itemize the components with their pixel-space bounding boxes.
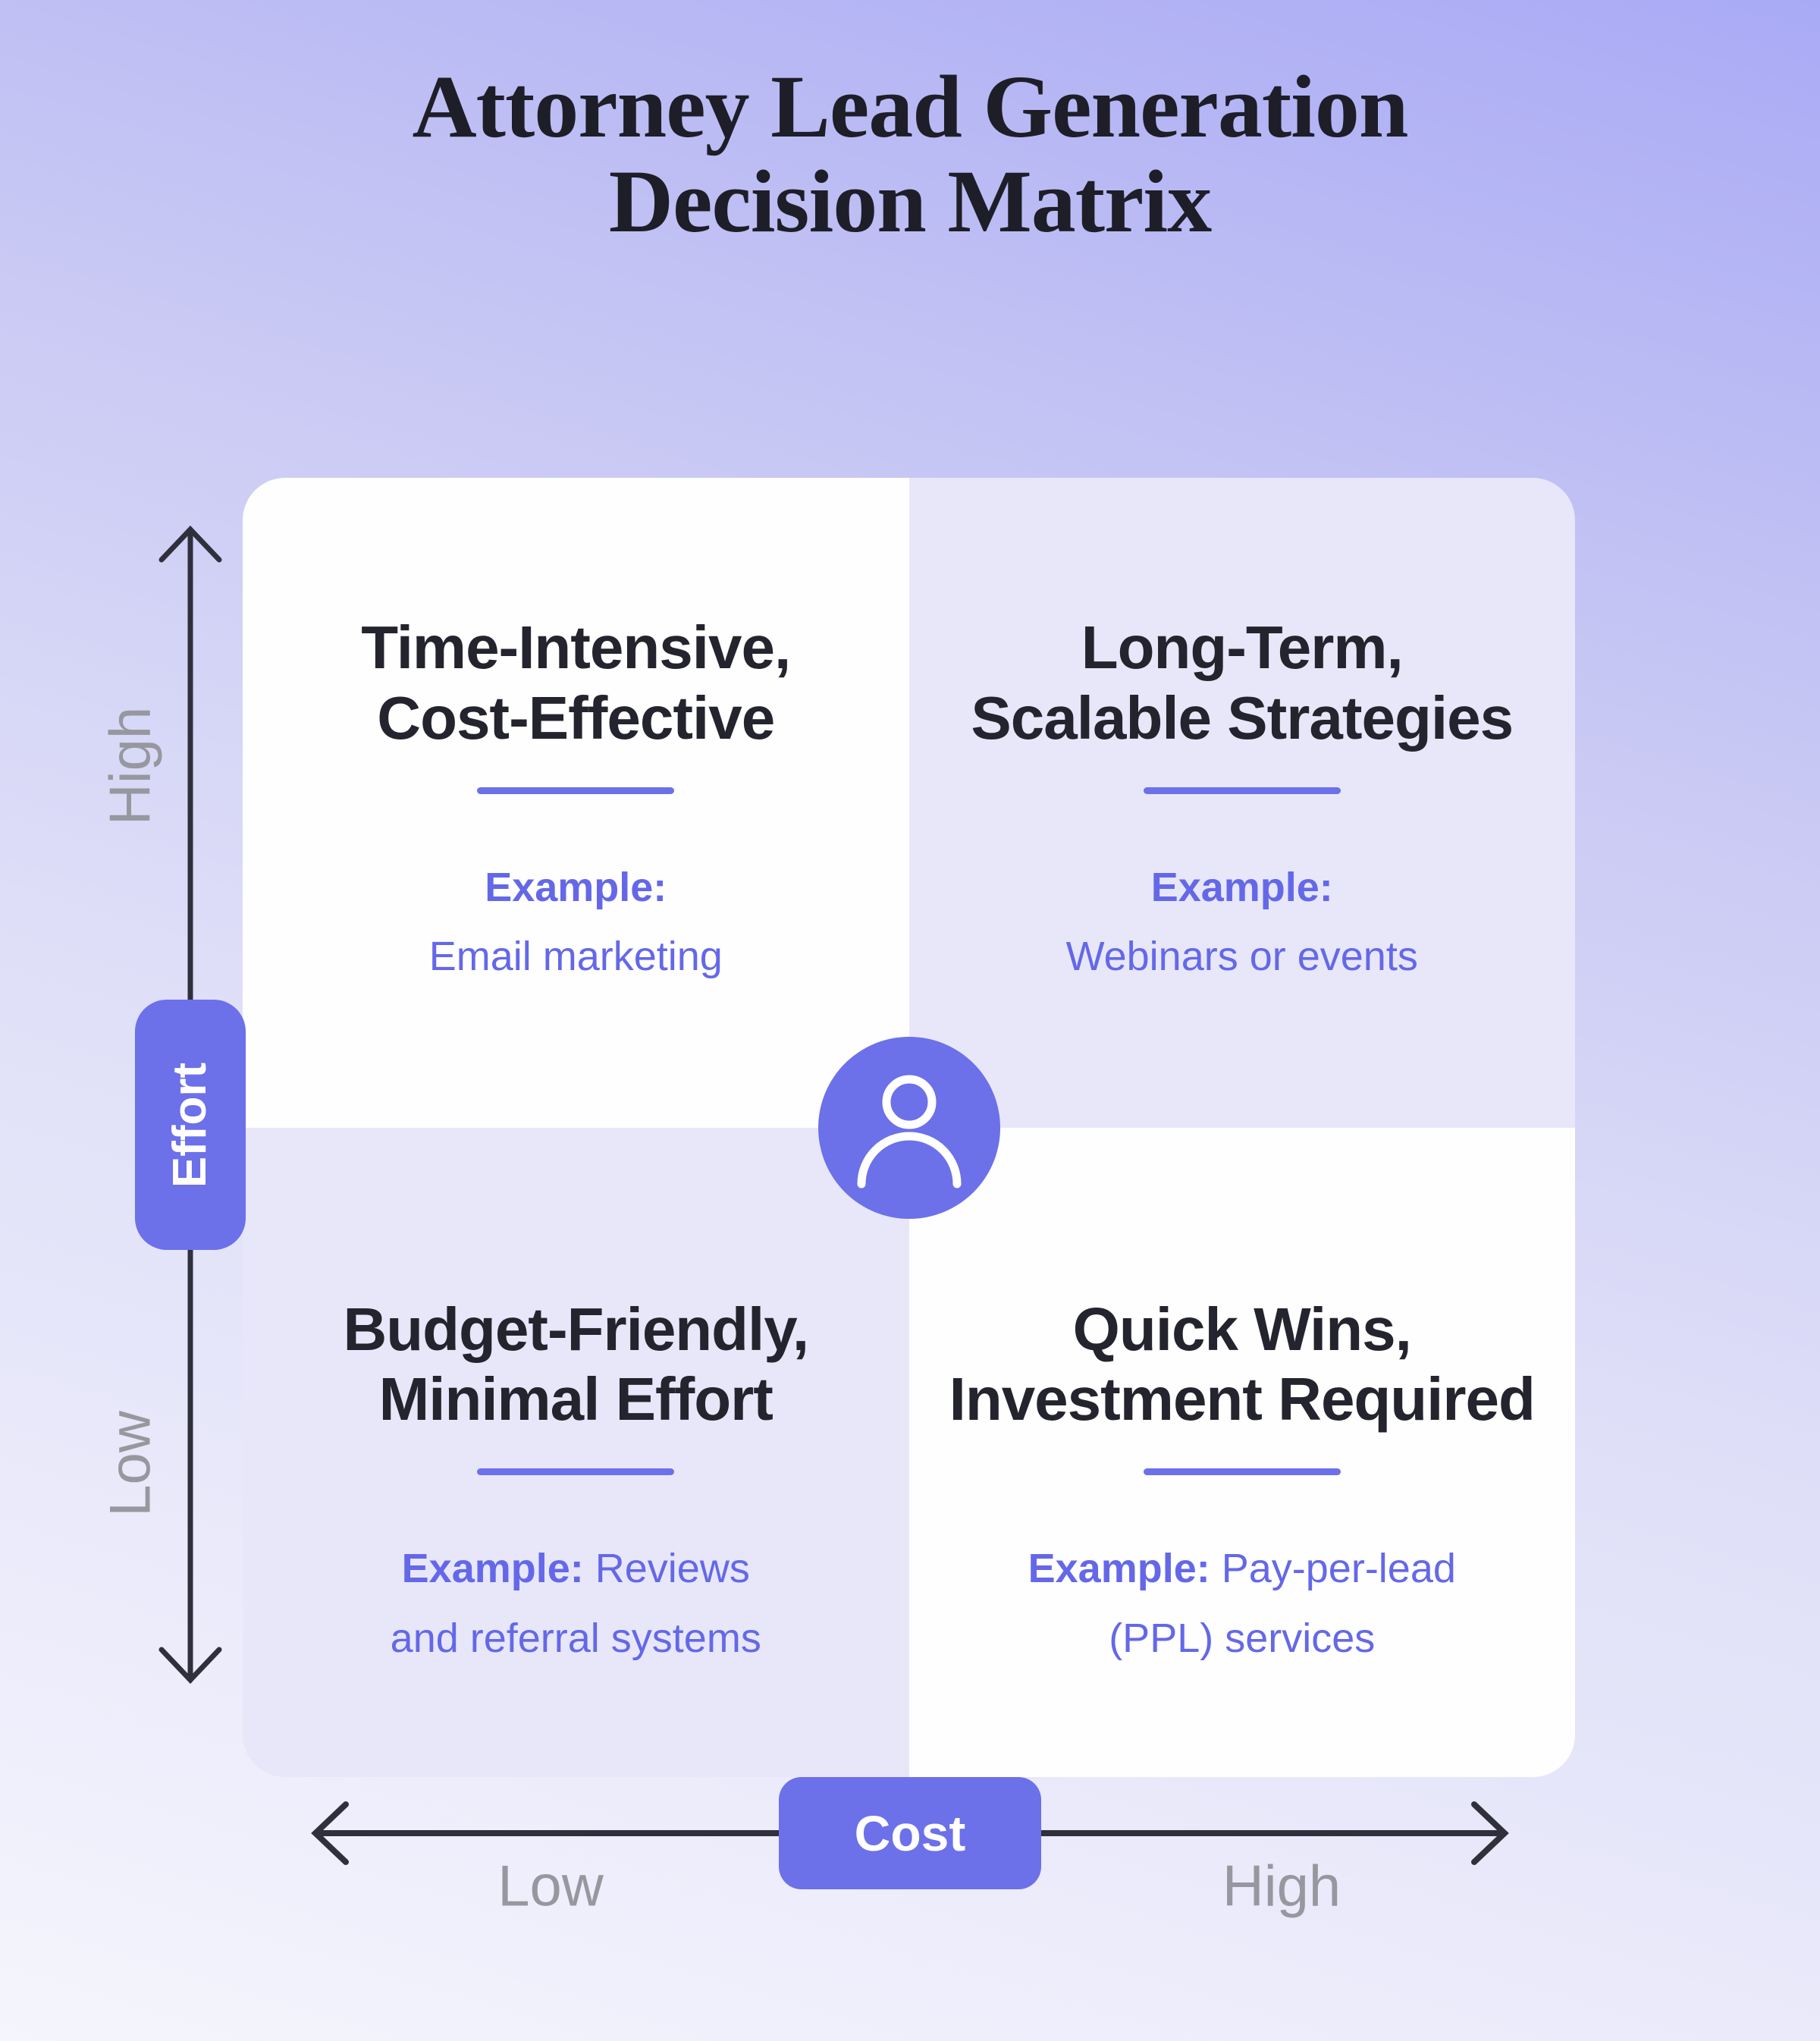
example-text: Pay-per-lead (PPL) services bbox=[1109, 1546, 1456, 1661]
quadrant-divider bbox=[477, 787, 675, 794]
matrix-card: Time-Intensive, Cost-Effective Example: … bbox=[243, 478, 1575, 1777]
center-person-badge bbox=[817, 1036, 1000, 1219]
example-label: Example: bbox=[401, 1546, 584, 1592]
cost-high-label: High bbox=[1222, 1854, 1341, 1919]
cost-axis-badge: Cost bbox=[779, 1777, 1041, 1889]
effort-axis-badge: Effort bbox=[135, 1000, 246, 1250]
quadrant-example: Example: Reviews and referral systems bbox=[363, 1534, 788, 1674]
quadrant-title: Long-Term, Scalable Strategies bbox=[971, 614, 1514, 752]
page-title-line1: Attorney Lead Generation bbox=[412, 57, 1408, 156]
quadrant-title: Time-Intensive, Cost-Effective bbox=[361, 614, 791, 752]
quadrant-top-right: Long-Term, Scalable Strategies Example: … bbox=[908, 478, 1575, 1128]
quadrant-divider bbox=[1143, 787, 1341, 794]
example-label: Example: bbox=[1028, 1546, 1210, 1592]
quadrant-bottom-right: Quick Wins, Investment Required Example:… bbox=[908, 1127, 1575, 1777]
quadrant-divider bbox=[1143, 1468, 1341, 1476]
example-label: Example: bbox=[1150, 864, 1333, 910]
example-text: Webinars or events bbox=[1065, 934, 1418, 980]
quadrant-top-left: Time-Intensive, Cost-Effective Example: … bbox=[243, 478, 909, 1128]
example-text: Reviews and referral systems bbox=[390, 1546, 761, 1661]
example-text: Email marketing bbox=[428, 934, 723, 980]
quadrant-bottom-left: Budget-Friendly, Minimal Effort Example:… bbox=[243, 1127, 909, 1777]
quadrant-example: Example: Webinars or events bbox=[1066, 853, 1418, 993]
example-label: Example: bbox=[485, 864, 667, 910]
quadrant-title: Budget-Friendly, Minimal Effort bbox=[343, 1295, 809, 1433]
quadrant-title: Quick Wins, Investment Required bbox=[949, 1295, 1536, 1433]
effort-axis-label: Effort bbox=[164, 1062, 217, 1188]
person-icon bbox=[857, 1075, 961, 1188]
quadrant-example: Example: Pay-per-lead (PPL) services bbox=[999, 1534, 1485, 1674]
quadrant-example: Example: Email marketing bbox=[429, 853, 723, 993]
quadrant-divider bbox=[477, 1468, 675, 1476]
cost-axis-label: Cost bbox=[854, 1805, 966, 1861]
page-title-line2: Decision Matrix bbox=[608, 152, 1212, 252]
effort-high-label: High bbox=[98, 706, 163, 826]
effort-low-label: Low bbox=[98, 1411, 163, 1517]
cost-low-label: Low bbox=[497, 1854, 604, 1919]
page-title: Attorney Lead Generation Decision Matrix bbox=[0, 59, 1820, 249]
